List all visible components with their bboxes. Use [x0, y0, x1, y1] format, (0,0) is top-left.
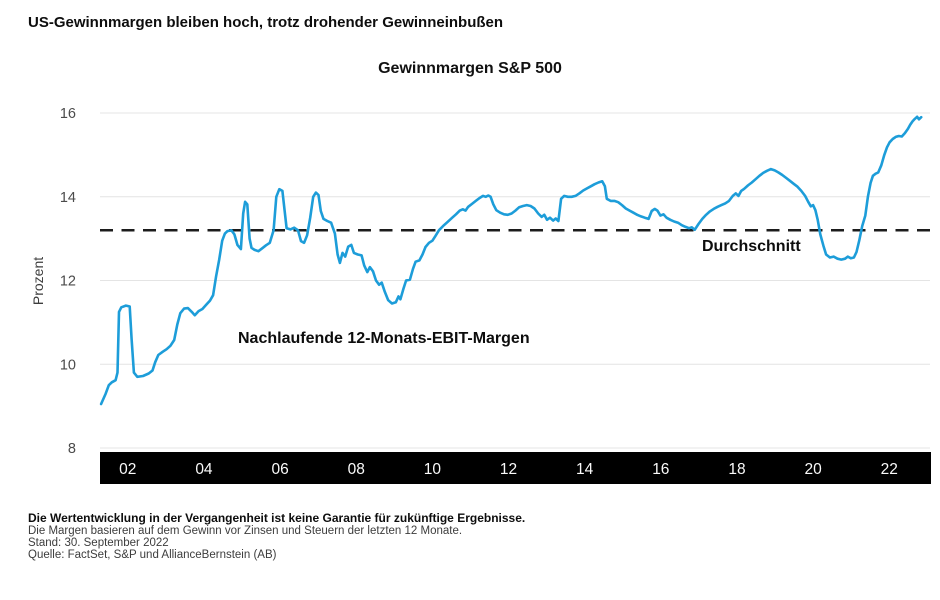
y-tick-label: 16	[60, 106, 76, 122]
footnote-methodology: Die Margen basieren auf dem Gewinn vor Z…	[28, 525, 463, 537]
average-line-annotation: Durchschnitt	[702, 238, 801, 255]
footnote-source: Quelle: FactSet, S&P und AllianceBernste…	[28, 549, 277, 561]
x-tick-label: 16	[652, 461, 669, 478]
x-tick-label: 20	[804, 461, 822, 478]
x-tick-label: 04	[195, 461, 213, 478]
x-tick-label: 14	[576, 461, 594, 478]
page-title: US-Gewinnmargen bleiben hoch, trotz droh…	[28, 14, 504, 31]
series-annotation: Nachlaufende 12-Monats-EBIT-Margen	[238, 330, 530, 347]
y-tick-label: 10	[60, 357, 76, 373]
x-axis-band	[100, 452, 931, 484]
x-tick-label: 10	[424, 461, 442, 478]
y-tick-label: 14	[60, 190, 76, 206]
y-tick-label: 12	[60, 274, 76, 290]
x-tick-label: 06	[271, 461, 288, 478]
x-tick-label: 08	[348, 461, 365, 478]
ebit-margin-line	[99, 115, 923, 406]
x-tick-label: 12	[500, 461, 517, 478]
y-tick-label: 8	[68, 441, 76, 457]
x-tick-label: 02	[119, 461, 136, 478]
x-tick-label: 18	[728, 461, 745, 478]
footnote-disclaimer: Die Wertentwicklung in der Vergangenheit…	[28, 511, 526, 525]
footnote-as-of-date: Stand: 30. September 2022	[28, 537, 169, 549]
x-tick-label: 22	[881, 461, 898, 478]
chart-title: Gewinnmargen S&P 500	[378, 60, 562, 77]
